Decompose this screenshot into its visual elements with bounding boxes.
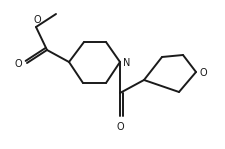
Text: O: O: [116, 122, 124, 132]
Text: O: O: [200, 68, 208, 78]
Text: O: O: [14, 59, 22, 69]
Text: O: O: [33, 15, 41, 25]
Text: N: N: [123, 58, 130, 68]
